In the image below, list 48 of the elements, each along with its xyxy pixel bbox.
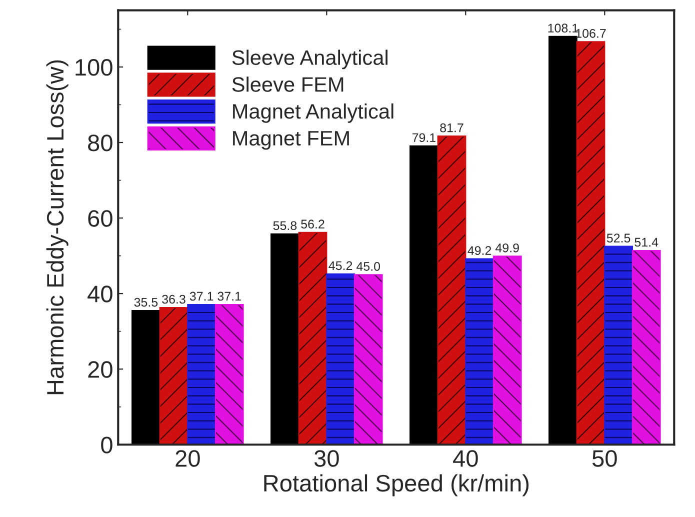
legend-label: Sleeve FEM xyxy=(232,76,344,92)
bar xyxy=(465,258,494,445)
legend-label: Sleeve Analytical xyxy=(232,50,388,70)
y-tick-label: 40 xyxy=(88,286,112,302)
data-label: 36.3 xyxy=(162,294,186,304)
bar xyxy=(492,256,522,445)
bar xyxy=(576,41,606,445)
y-tick-label: 60 xyxy=(88,210,112,227)
bar xyxy=(632,250,661,445)
x-tick-label: 30 xyxy=(314,450,339,467)
data-label: 81.7 xyxy=(440,123,464,132)
x-tick-label: 50 xyxy=(592,450,617,467)
data-label: 106.7 xyxy=(576,28,606,38)
bar xyxy=(270,233,300,445)
bar xyxy=(437,136,466,445)
data-label: 35.5 xyxy=(134,298,158,307)
y-axis-title: Harmonic Eddy-Current Loss(w) xyxy=(46,60,68,394)
data-label: 51.4 xyxy=(634,238,658,247)
legend-label: Magnet Analytical xyxy=(233,103,394,123)
data-label: 45.2 xyxy=(328,261,352,270)
bar xyxy=(604,246,634,445)
data-label: 37.1 xyxy=(218,292,241,301)
data-label: 108.1 xyxy=(548,24,578,33)
data-label: 49.2 xyxy=(468,246,492,255)
y-tick-label: 80 xyxy=(88,134,112,152)
y-tick-label: 0 xyxy=(101,436,112,454)
data-label: 49.9 xyxy=(495,243,519,252)
x-axis-title: Rotational Speed (kr/min) xyxy=(264,474,529,496)
data-label: 79.1 xyxy=(412,133,436,142)
y-tick-label: 100 xyxy=(76,59,112,76)
bar xyxy=(409,145,438,445)
x-tick-label: 40 xyxy=(453,450,478,467)
data-label: 52.5 xyxy=(606,234,630,242)
bar xyxy=(187,304,216,445)
bar xyxy=(354,274,383,445)
legend-label: Magnet FEM xyxy=(233,131,349,150)
bar xyxy=(131,310,160,445)
data-label: 37.1 xyxy=(190,292,214,301)
x-tick-label: 20 xyxy=(176,450,200,467)
bar xyxy=(214,304,244,445)
bar xyxy=(326,273,356,445)
data-label: 45.0 xyxy=(356,262,380,271)
bar xyxy=(298,232,328,445)
y-tick-label: 20 xyxy=(88,361,112,378)
data-label: 56.2 xyxy=(301,220,324,229)
bar xyxy=(548,36,578,445)
data-label: 55.8 xyxy=(273,221,297,230)
bar xyxy=(159,306,188,445)
